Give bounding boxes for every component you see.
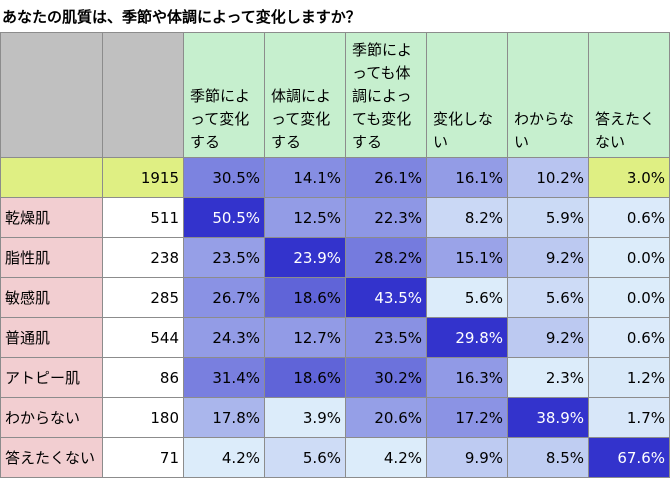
value-cell: 26.7% [183,277,265,318]
row-label: わからない [0,397,103,438]
value-cell: 20.6% [345,397,427,438]
value-cell: 24.3% [183,317,265,358]
value-cell: 15.1% [426,237,508,278]
value-cell: 67.6% [588,437,670,478]
value-cell: 12.5% [264,197,346,238]
total-n-cell: 1915 [102,157,184,198]
total-value-cell: 10.2% [507,157,589,198]
table-row: 答えたくない 71 4.2% 5.6% 4.2% 9.9% 8.5% 67.6% [0,437,670,478]
table-row: 普通肌 544 24.3% 12.7% 23.5% 29.8% 9.2% 0.6% [0,317,670,358]
column-header: 変化しない [426,32,508,158]
value-cell: 0.0% [588,237,670,278]
total-value-cell: 26.1% [345,157,427,198]
total-value-cell: 16.1% [426,157,508,198]
value-cell: 5.6% [264,437,346,478]
header-blank-label [0,32,103,158]
value-cell: 18.6% [264,357,346,398]
value-cell: 9.2% [507,317,589,358]
row-n-cell: 180 [102,397,184,438]
row-label: 乾燥肌 [0,197,103,238]
row-n-cell: 238 [102,237,184,278]
value-cell: 23.5% [345,317,427,358]
value-cell: 0.6% [588,317,670,358]
value-cell: 1.7% [588,397,670,438]
total-value-cell: 3.0% [588,157,670,198]
value-cell: 28.2% [345,237,427,278]
value-cell: 5.9% [507,197,589,238]
row-n-cell: 511 [102,197,184,238]
value-cell: 8.5% [507,437,589,478]
table-row: わからない 180 17.8% 3.9% 20.6% 17.2% 38.9% 1.7% [0,397,670,438]
column-header: 体調によって変化する [264,32,346,158]
value-cell: 30.2% [345,357,427,398]
header-row: 季節によって変化する 体調によって変化する 季節によっても体調によっても変化する… [0,32,670,158]
row-label: アトピー肌 [0,357,103,398]
crosstab-table: 季節によって変化する 体調によって変化する 季節によっても体調によっても変化する… [0,32,670,478]
table-row: 脂性肌 238 23.5% 23.9% 28.2% 15.1% 9.2% 0.0% [0,237,670,278]
value-cell: 9.9% [426,437,508,478]
value-cell: 12.7% [264,317,346,358]
row-n-cell: 86 [102,357,184,398]
value-cell: 5.6% [507,277,589,318]
value-cell: 43.5% [345,277,427,318]
chart-title: あなたの肌質は、季節や体調によって変化しますか？ [2,8,361,26]
table-row: 乾燥肌 511 50.5% 12.5% 22.3% 8.2% 5.9% 0.6% [0,197,670,238]
value-cell: 38.9% [507,397,589,438]
row-label: 敏感肌 [0,277,103,318]
value-cell: 2.3% [507,357,589,398]
value-cell: 23.9% [264,237,346,278]
value-cell: 5.6% [426,277,508,318]
value-cell: 3.9% [264,397,346,438]
value-cell: 9.2% [507,237,589,278]
row-label: 答えたくない [0,437,103,478]
value-cell: 23.5% [183,237,265,278]
row-label: 脂性肌 [0,237,103,278]
column-header: 答えたくない [588,32,670,158]
value-cell: 1.2% [588,357,670,398]
value-cell: 4.2% [183,437,265,478]
column-header: 季節によって変化する [183,32,265,158]
value-cell: 16.3% [426,357,508,398]
table-row: 敏感肌 285 26.7% 18.6% 43.5% 5.6% 5.6% 0.0% [0,277,670,318]
value-cell: 50.5% [183,197,265,238]
value-cell: 4.2% [345,437,427,478]
value-cell: 0.6% [588,197,670,238]
value-cell: 8.2% [426,197,508,238]
value-cell: 18.6% [264,277,346,318]
value-cell: 22.3% [345,197,427,238]
value-cell: 29.8% [426,317,508,358]
value-cell: 17.8% [183,397,265,438]
value-cell: 17.2% [426,397,508,438]
total-row: 1915 30.5% 14.1% 26.1% 16.1% 10.2% 3.0% [0,157,670,198]
header-blank-n [102,32,184,158]
row-n-cell: 71 [102,437,184,478]
total-value-cell: 30.5% [183,157,265,198]
value-cell: 31.4% [183,357,265,398]
total-value-cell: 14.1% [264,157,346,198]
row-n-cell: 285 [102,277,184,318]
row-label: 普通肌 [0,317,103,358]
column-header: わからない [507,32,589,158]
row-n-cell: 544 [102,317,184,358]
total-label-cell [0,157,103,198]
column-header: 季節によっても体調によっても変化する [345,32,427,158]
value-cell: 0.0% [588,277,670,318]
table-row: アトピー肌 86 31.4% 18.6% 30.2% 16.3% 2.3% 1.2% [0,357,670,398]
